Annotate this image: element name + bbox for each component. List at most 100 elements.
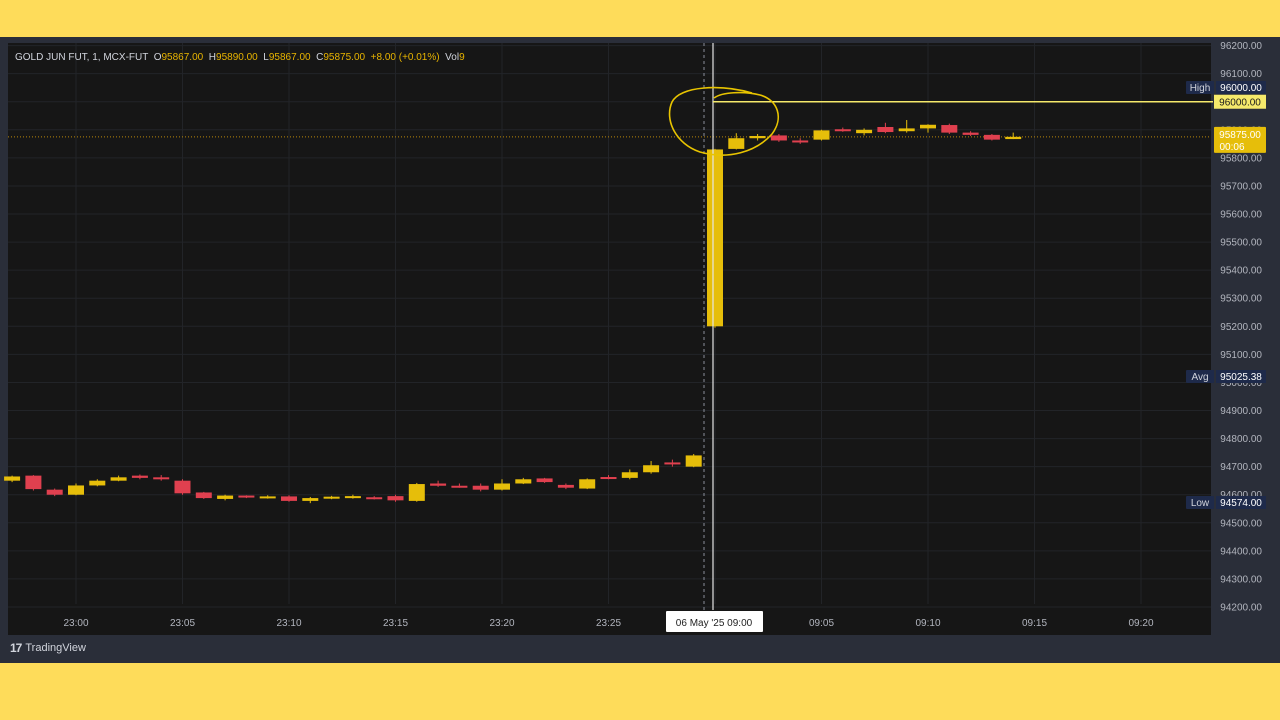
y-tick-label: 96200.00 [1220, 41, 1262, 52]
x-tick-label: 09:10 [915, 618, 940, 629]
low-label: L [263, 52, 269, 63]
candle-body [302, 498, 319, 501]
candle-body [387, 496, 404, 501]
candle-body [728, 138, 745, 149]
candle-body [174, 480, 191, 494]
candle-body [600, 477, 617, 480]
candle-body [195, 492, 212, 499]
low-badge-value-box [1216, 496, 1266, 509]
candle-body [451, 485, 468, 488]
candle-body [366, 497, 383, 500]
high-badge-label-box [1186, 81, 1214, 94]
candle-body [1005, 136, 1022, 140]
close-value: 95875.00 [323, 52, 366, 63]
open-value: 95867.00 [161, 52, 204, 63]
candle-body [515, 479, 532, 484]
y-tick-label: 95600.00 [1220, 210, 1262, 221]
y-tick-label: 96100.00 [1220, 69, 1262, 80]
candle-body [46, 489, 63, 495]
y-tick-label: 94500.00 [1220, 518, 1262, 529]
branding-footer[interactable]: 17 TradingView [10, 641, 86, 655]
x-tick-label: 09:20 [1128, 618, 1153, 629]
candle-body [941, 125, 958, 133]
candle-body [238, 495, 255, 498]
high-badge-value-box [1216, 81, 1266, 94]
volume-label: Vol [445, 52, 460, 63]
plot-area[interactable] [8, 43, 1211, 635]
avg-badge-value: 95025.38 [1220, 372, 1262, 383]
candle-body [131, 475, 148, 478]
close-label: C [316, 52, 324, 63]
candle-body [494, 483, 510, 490]
candles [4, 119, 1022, 504]
x-tick-label: 23:15 [383, 618, 408, 629]
candle-body [4, 476, 21, 481]
symbol-legend[interactable]: GOLD JUN FUT, 1, MCX-FUT O95867.00 H9589… [15, 52, 465, 63]
candle-body [621, 472, 638, 478]
low-badge-value: 94574.00 [1220, 498, 1262, 509]
candle-body [25, 475, 42, 490]
candle-body [68, 485, 84, 495]
high-badge-value: 96000.00 [1220, 83, 1262, 94]
candle-body [153, 477, 170, 480]
candle-body [110, 477, 127, 481]
x-axis: 23:00 23:05 23:10 23:15 23:20 23:25 09:05 09:10… [63, 618, 1153, 629]
x-tick-label: 23:00 [63, 618, 88, 629]
candle-body [408, 484, 425, 501]
y-tick-label: 95000.00 [1220, 378, 1262, 389]
candle-body [920, 124, 936, 129]
high-badge-label: High [1190, 83, 1211, 94]
candle-body [579, 479, 596, 489]
chart-frame [0, 37, 1280, 663]
candle-body [323, 496, 340, 499]
candle-body [834, 129, 851, 132]
crosshair-date-label: 06 May '25 09:00 [676, 618, 753, 629]
candle-body [898, 128, 915, 132]
candle-body [430, 483, 447, 486]
x-tick-label: 23:05 [170, 618, 195, 629]
open-label: O [153, 52, 162, 63]
high-value: 95890.00 [216, 52, 258, 63]
candle-body [770, 135, 787, 141]
x-tick-label: 23:25 [596, 618, 621, 629]
candle-body [983, 134, 1000, 140]
candle-body [877, 127, 894, 133]
y-tick-label: 94300.00 [1220, 574, 1262, 585]
grid-lines [8, 43, 1211, 608]
y-tick-label: 95300.00 [1220, 294, 1262, 305]
overlay: 06 May '25 09:00 [666, 43, 1213, 632]
y-tick-label: 94200.00 [1220, 603, 1262, 614]
y-tick-label: 94700.00 [1220, 462, 1262, 473]
y-tick-label: 95200.00 [1220, 322, 1262, 333]
candle-body [962, 132, 979, 135]
candle-body [217, 495, 234, 499]
low-badge-label: Low [1191, 498, 1210, 509]
candle-body [344, 496, 361, 499]
x-tick-label: 23:20 [489, 618, 514, 629]
price-badges: High 96000.00 Avg 95025.38 Low 94574.00 96000.… [1186, 81, 1266, 509]
brand-name: TradingView [25, 642, 86, 654]
high-label: H [208, 52, 217, 63]
candle-body [856, 129, 873, 134]
x-tick-label: 23:10 [276, 618, 301, 629]
tradingview-logo-icon: 17 [10, 641, 22, 655]
candle-body [685, 455, 702, 467]
candle-body [643, 465, 660, 473]
x-tick-label: 09:05 [809, 618, 834, 629]
last-price-box [1214, 126, 1266, 153]
candle-body [259, 496, 276, 499]
y-tick-label: 95400.00 [1220, 266, 1262, 277]
y-tick-label: 95800.00 [1220, 153, 1262, 164]
y-tick-label: 95100.00 [1220, 350, 1262, 361]
countdown-value: 00:06 [1219, 142, 1244, 153]
y-tick-label: 95700.00 [1220, 181, 1262, 192]
candle-body [664, 462, 681, 465]
candle-body [472, 485, 489, 490]
y-tick-label: 94800.00 [1220, 434, 1262, 445]
avg-badge-label-box [1186, 370, 1214, 383]
candle-body [707, 149, 723, 327]
candle-body [749, 135, 766, 139]
avg-badge-value-box [1216, 370, 1266, 383]
crosshair-date-box [666, 611, 763, 632]
